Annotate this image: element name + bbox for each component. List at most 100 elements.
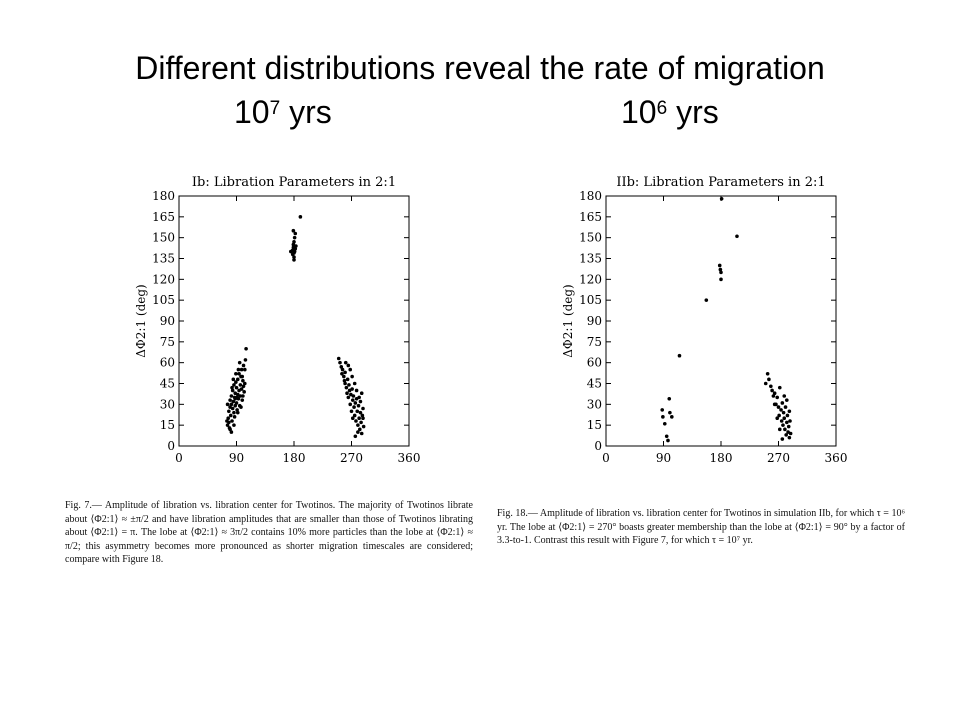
data-point [767,377,771,382]
data-point [719,196,724,201]
data-point [777,385,782,390]
y-tick-label: 165 [579,210,602,224]
data-point [775,395,780,400]
y-tick-label: 180 [152,189,175,203]
data-point [776,405,781,409]
data-point [232,415,237,419]
x-tick-label: 0 [175,451,183,465]
y-tick-label: 180 [579,189,602,203]
data-point [237,360,242,365]
data-point [342,378,347,383]
data-point [779,419,784,423]
data-point [234,385,239,390]
data-point [670,415,674,419]
data-point [244,346,248,351]
data-point [242,390,246,394]
data-point [342,374,346,379]
data-point [292,258,296,262]
data-point [293,246,298,251]
data-point [298,215,303,219]
data-point [735,234,739,239]
data-point [780,401,785,405]
data-point [243,358,248,362]
chart-title: IIb: Libration Parameters in 2:1 [616,175,825,190]
data-point [781,423,785,427]
data-point [785,420,789,425]
data-point [336,356,341,361]
y-tick-label: 150 [579,231,602,245]
data-point [231,377,236,382]
data-point [339,365,344,369]
data-point [239,405,243,409]
data-point [233,396,238,401]
data-point [225,402,230,407]
data-point [292,235,297,240]
data-point [348,367,353,372]
data-point [241,378,245,383]
data-point [227,420,231,425]
data-point [771,394,776,398]
data-point [350,374,354,379]
data-point [772,402,777,407]
y-tick-label: 120 [152,272,175,286]
data-point [668,410,672,415]
scatter-chart-ib: Ib: Libration Parameters in 2:1 0 90 180 270… [134,175,420,465]
right-base: 10 [621,94,657,130]
data-point [243,367,247,372]
data-point [704,298,709,302]
data-point [352,405,356,409]
subtitle-right: 106 yrs [621,90,719,134]
data-point [353,434,358,439]
data-point [234,371,238,376]
data-point [345,391,349,396]
data-point [228,398,232,402]
data-point [357,395,361,400]
data-point [772,391,777,396]
data-point [348,402,353,407]
data-point [662,421,667,426]
figure-caption-7: Fig. 7.— Amplitude of libration vs. libr… [65,500,473,565]
data-point [352,381,357,386]
data-point [229,430,234,434]
data-point [292,255,296,259]
data-point [777,427,782,432]
y-tick-label: 165 [152,210,175,224]
data-point [661,415,665,419]
data-point [769,384,773,389]
y-tick-label: 75 [160,335,175,349]
y-tick-label: 135 [579,252,602,266]
y-tick-label: 150 [152,231,175,245]
data-point [361,406,365,411]
data-point [354,419,358,423]
scatter-chart-iib: IIb: Libration Parameters in 2:1 0 90 180 27… [561,175,847,465]
x-tick-label: 270 [767,451,790,465]
data-point [232,410,236,415]
left-base: 10 [234,94,270,130]
data-point [660,408,665,412]
left-unit: yrs [280,94,332,130]
x-tick-label: 0 [602,451,610,465]
data-point [340,371,344,376]
data-point [228,427,232,432]
y-tick-label: 105 [579,293,602,307]
data-point [346,395,351,400]
data-point [235,377,240,382]
data-point [783,427,787,432]
y-axis-label: ΔΦ2:1 (deg) [134,284,148,357]
data-point [351,394,356,398]
data-point [788,431,793,436]
data-point [717,263,722,268]
data-point [344,385,349,390]
data-point [233,403,238,408]
x-tick-label: 180 [283,451,306,465]
y-tick-label: 45 [587,377,602,391]
data-point [788,419,792,423]
data-point [345,377,350,382]
data-point [718,267,723,272]
data-point [780,437,785,441]
data-point [777,413,781,418]
y-tick-label: 90 [587,314,602,328]
data-point [787,435,792,440]
data-point [785,413,790,418]
figure-caption-18: Fig. 18.— Amplitude of libration vs. lib… [497,508,905,546]
